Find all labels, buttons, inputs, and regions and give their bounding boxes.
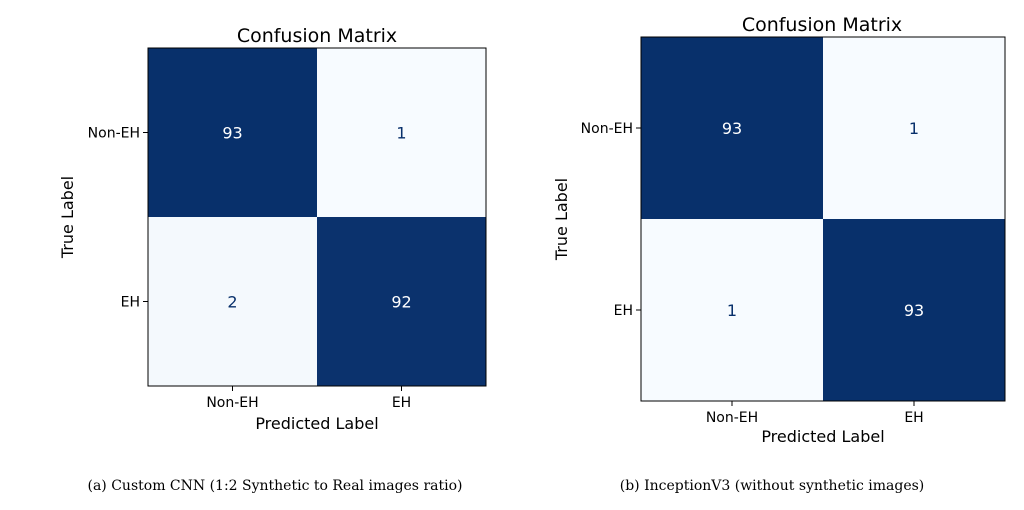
y-axis-label: True Label [58,176,77,259]
y-axis: Non-EH EH [581,121,641,319]
cell-value-label: 2 [227,293,237,312]
heatmap-cell [317,217,486,386]
confusion-matrix-panel-a: Confusion Matrix 93 1 2 92 Non-EH EH Non-EH E… [58,25,487,433]
x-tick-label: EH [904,410,923,426]
y-tick-label: EH [614,303,633,319]
heatmap-cells: 93 1 2 92 [148,48,486,386]
cell-value-label: 92 [391,293,411,312]
cell-value-label: 93 [722,119,742,138]
cell-value-label: 93 [222,124,242,143]
cell-value-label: 1 [727,301,737,320]
chart-title: Confusion Matrix [237,25,397,47]
heatmap-cells: 93 1 1 93 [641,37,1005,401]
cell-value-label: 1 [396,124,406,143]
x-axis: Non-EH EH [706,401,924,426]
caption-a: (a) Custom CNN (1:2 Synthetic to Real im… [87,478,463,494]
heatmap-cell [823,219,1005,401]
x-axis: Non-EH EH [206,386,411,411]
heatmap-cell [317,48,486,217]
caption-b: (b) InceptionV3 (without synthetic image… [619,478,925,494]
x-tick-label: EH [392,395,411,411]
heatmap-cell [148,217,317,386]
chart-title: Confusion Matrix [742,14,902,36]
cell-value-label: 93 [904,301,924,320]
cell-value-label: 1 [909,119,919,138]
heatmap-cell [641,37,823,219]
y-tick-label: EH [121,295,140,311]
x-tick-label: Non-EH [706,410,758,426]
x-axis-label: Predicted Label [761,427,884,446]
heatmap-cell [823,37,1005,219]
y-tick-label: Non-EH [581,121,633,137]
x-axis-label: Predicted Label [255,414,378,433]
y-axis-label: True Label [552,178,571,261]
plot-frame [147,47,487,387]
heatmap-cell [148,48,317,217]
x-tick-label: Non-EH [206,395,258,411]
plot-frame [640,36,1006,402]
y-tick-label: Non-EH [88,126,140,142]
confusion-matrix-panel-b: Confusion Matrix 93 1 1 93 Non-EH EH Non-EH E… [552,14,1006,446]
heatmap-cell [641,219,823,401]
y-axis: Non-EH EH [88,126,148,311]
